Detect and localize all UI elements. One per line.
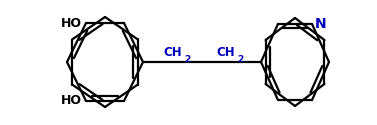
Text: N: N <box>315 17 326 31</box>
Text: CH: CH <box>217 46 235 59</box>
Text: 2: 2 <box>237 54 243 64</box>
Text: CH: CH <box>164 46 182 59</box>
Text: 2: 2 <box>184 54 190 64</box>
Text: HO: HO <box>61 16 82 30</box>
Text: HO: HO <box>61 94 82 108</box>
